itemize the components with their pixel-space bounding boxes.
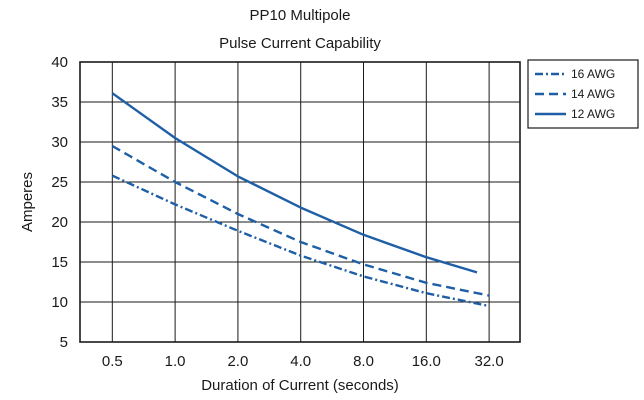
x-axis-label: Duration of Current (seconds) bbox=[201, 377, 399, 394]
y-tick-label: 35 bbox=[51, 94, 68, 111]
y-tick-label: 15 bbox=[51, 254, 68, 271]
x-tick-label: 32.0 bbox=[475, 353, 504, 370]
x-tick-label: 2.0 bbox=[227, 353, 248, 370]
x-tick-labels: 0.5 1.0 2.0 4.0 8.0 16.0 32.0 bbox=[102, 353, 504, 370]
series-line-14-awg bbox=[111, 144, 490, 297]
legend-box bbox=[527, 59, 639, 129]
y-tick-label: 25 bbox=[51, 174, 68, 191]
y-tick-label: 40 bbox=[51, 54, 68, 71]
y-tick-label: 5 bbox=[60, 334, 68, 351]
chart-subtitle: Pulse Current Capability bbox=[219, 35, 381, 52]
legend: 16 AWG 14 AWG 12 AWG bbox=[527, 59, 639, 129]
x-tick-label: 16.0 bbox=[412, 353, 441, 370]
x-tick-label: 0.5 bbox=[102, 353, 123, 370]
y-tick-label: 30 bbox=[51, 134, 68, 151]
x-tick-label: 4.0 bbox=[290, 353, 311, 370]
y-axis-label: Amperes bbox=[19, 172, 36, 232]
series-line-16-awg bbox=[111, 174, 490, 308]
y-tick-label: 10 bbox=[51, 294, 68, 311]
y-tick-labels: 5 10 15 20 25 30 35 40 bbox=[51, 54, 68, 351]
x-tick-label: 1.0 bbox=[165, 353, 186, 370]
legend-label: 16 AWG bbox=[571, 67, 615, 81]
series-line-12-awg bbox=[111, 92, 478, 274]
legend-label: 14 AWG bbox=[571, 87, 615, 101]
legend-label: 12 AWG bbox=[571, 107, 615, 121]
plot-area-border bbox=[79, 61, 521, 343]
series-lines bbox=[111, 92, 490, 308]
chart-title: PP10 Multipole bbox=[250, 7, 351, 24]
x-tick-label: 8.0 bbox=[353, 353, 374, 370]
y-tick-label: 20 bbox=[51, 214, 68, 231]
